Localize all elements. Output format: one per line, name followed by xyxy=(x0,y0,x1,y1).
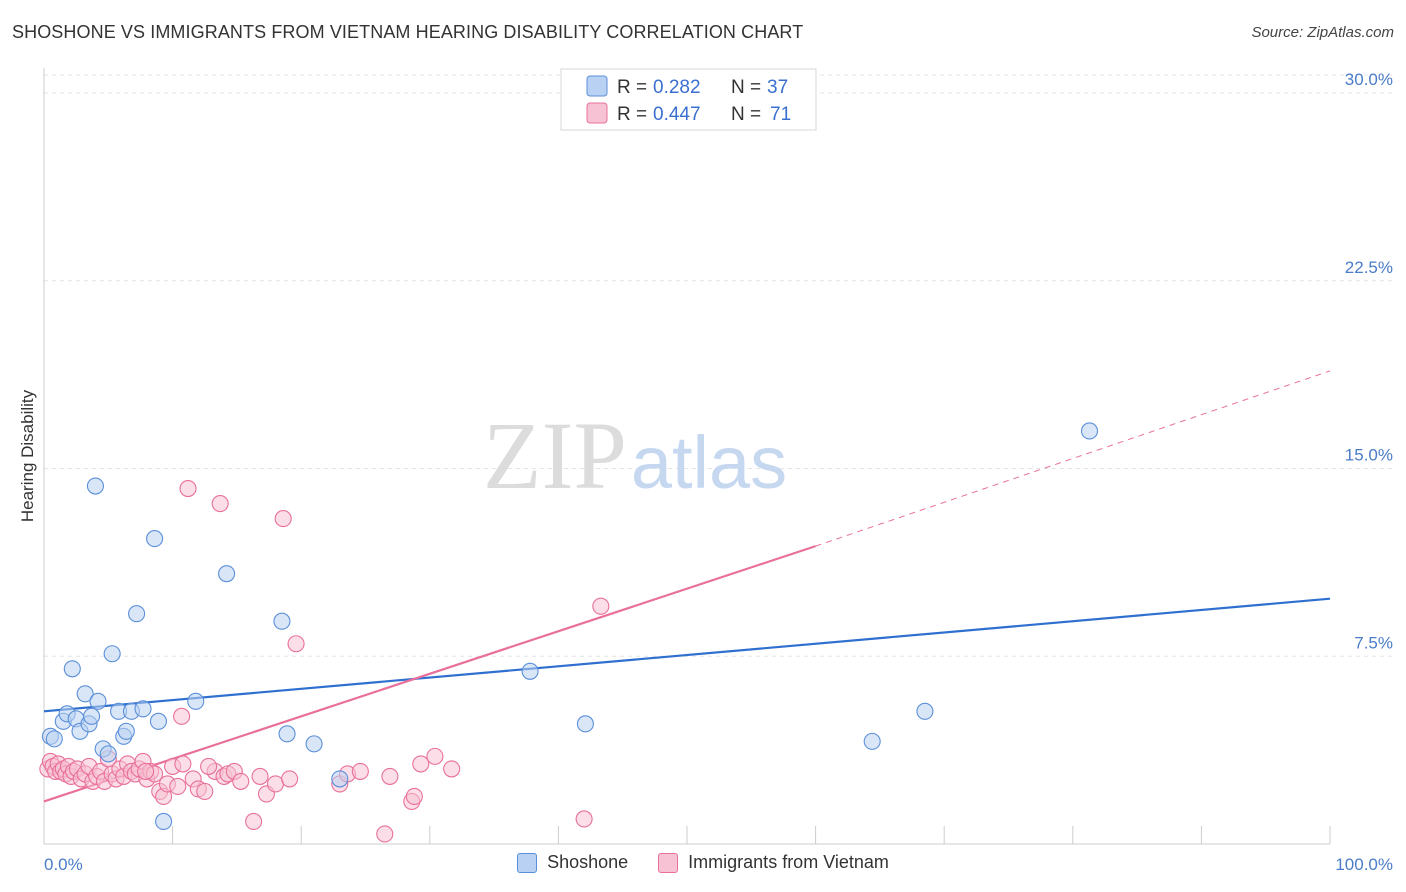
point-vietnam xyxy=(196,782,214,800)
stats-n-value-1: 37 xyxy=(767,77,788,98)
point-shoshone xyxy=(576,715,594,733)
point-vietnam xyxy=(211,495,229,513)
watermark-zip: ZIP xyxy=(483,402,627,509)
watermark-atlas: atlas xyxy=(631,421,787,504)
legend-label-vietnam: Immigrants from Vietnam xyxy=(688,852,889,872)
stats-r-value-2: 0.447 xyxy=(653,104,701,125)
point-shoshone xyxy=(63,660,81,678)
point-vietnam xyxy=(137,762,155,780)
point-shoshone xyxy=(331,770,349,788)
y-tick-label: 30.0% xyxy=(1345,70,1393,89)
point-shoshone xyxy=(305,735,323,753)
legend-item-vietnam[interactable]: Immigrants from Vietnam xyxy=(658,852,889,873)
point-vietnam xyxy=(443,760,461,778)
bottom-legend: Shoshone Immigrants from Vietnam xyxy=(0,852,1406,873)
point-shoshone xyxy=(128,605,146,623)
stats-n-label-1: N = xyxy=(731,77,761,98)
stats-r-value-1: 0.282 xyxy=(653,77,701,98)
stats-r-label-1: R = xyxy=(617,77,647,98)
point-vietnam xyxy=(274,510,292,528)
point-shoshone xyxy=(187,692,205,710)
x-tick-label: 0.0% xyxy=(44,855,83,874)
point-vietnam xyxy=(405,787,423,805)
point-vietnam xyxy=(245,812,263,831)
y-tick-label: 7.5% xyxy=(1354,633,1393,652)
chart-title: SHOSHONE VS IMMIGRANTS FROM VIETNAM HEAR… xyxy=(12,22,804,42)
point-vietnam xyxy=(169,777,187,795)
point-vietnam xyxy=(232,772,250,790)
point-shoshone xyxy=(1080,422,1099,440)
watermark: ZIPatlas xyxy=(483,402,787,509)
stats-swatch-vietnam xyxy=(586,102,608,124)
point-shoshone xyxy=(155,812,173,831)
stats-swatch-shoshone xyxy=(586,75,608,97)
point-shoshone xyxy=(134,700,152,718)
point-shoshone xyxy=(89,692,107,710)
point-vietnam xyxy=(174,755,192,773)
point-shoshone xyxy=(273,612,291,630)
legend-swatch-shoshone xyxy=(517,852,538,873)
point-vietnam xyxy=(266,775,285,793)
stats-legend: R = 0.282 N = 37 R = 0.447 N = 71 xyxy=(560,68,817,131)
point-shoshone xyxy=(916,702,934,720)
stats-n-label-2: N = xyxy=(731,104,761,125)
point-shoshone xyxy=(278,725,296,743)
point-vietnam xyxy=(179,479,197,498)
point-shoshone xyxy=(218,565,236,583)
point-vietnam xyxy=(412,755,430,773)
legend-swatch-vietnam xyxy=(658,852,679,873)
stats-n-value-2: 71 xyxy=(770,104,791,125)
point-shoshone xyxy=(86,477,104,495)
point-vietnam xyxy=(426,747,444,765)
point-shoshone xyxy=(83,707,101,725)
point-vietnam xyxy=(575,810,593,828)
trend-line-shoshone xyxy=(43,597,1331,713)
y-tick-label: 15.0% xyxy=(1345,446,1393,465)
point-vietnam xyxy=(592,597,610,615)
point-shoshone xyxy=(117,722,135,740)
point-vietnam xyxy=(351,762,369,780)
y-tick-label: 22.5% xyxy=(1345,258,1393,277)
point-shoshone xyxy=(146,530,164,548)
point-vietnam xyxy=(381,767,399,785)
point-vietnam xyxy=(173,707,191,725)
source-label: Source: ZipAtlas.com xyxy=(1251,24,1394,41)
point-vietnam xyxy=(281,770,299,788)
point-shoshone xyxy=(863,732,881,750)
point-shoshone xyxy=(149,712,168,730)
legend-label-shoshone: Shoshone xyxy=(547,852,629,872)
point-vietnam xyxy=(251,767,269,785)
legend-item-shoshone[interactable]: Shoshone xyxy=(517,852,628,873)
point-shoshone xyxy=(99,745,117,763)
point-shoshone xyxy=(103,645,121,663)
point-shoshone xyxy=(45,730,63,748)
point-vietnam xyxy=(200,757,218,775)
trend-line-vietnam-extension xyxy=(815,370,1331,547)
x-tick-label: 100.0% xyxy=(1335,855,1393,874)
point-vietnam xyxy=(376,825,394,843)
point-shoshone xyxy=(521,662,539,680)
point-vietnam xyxy=(287,635,305,653)
stats-r-label-2: R = xyxy=(617,104,647,125)
point-shoshone xyxy=(76,685,94,703)
